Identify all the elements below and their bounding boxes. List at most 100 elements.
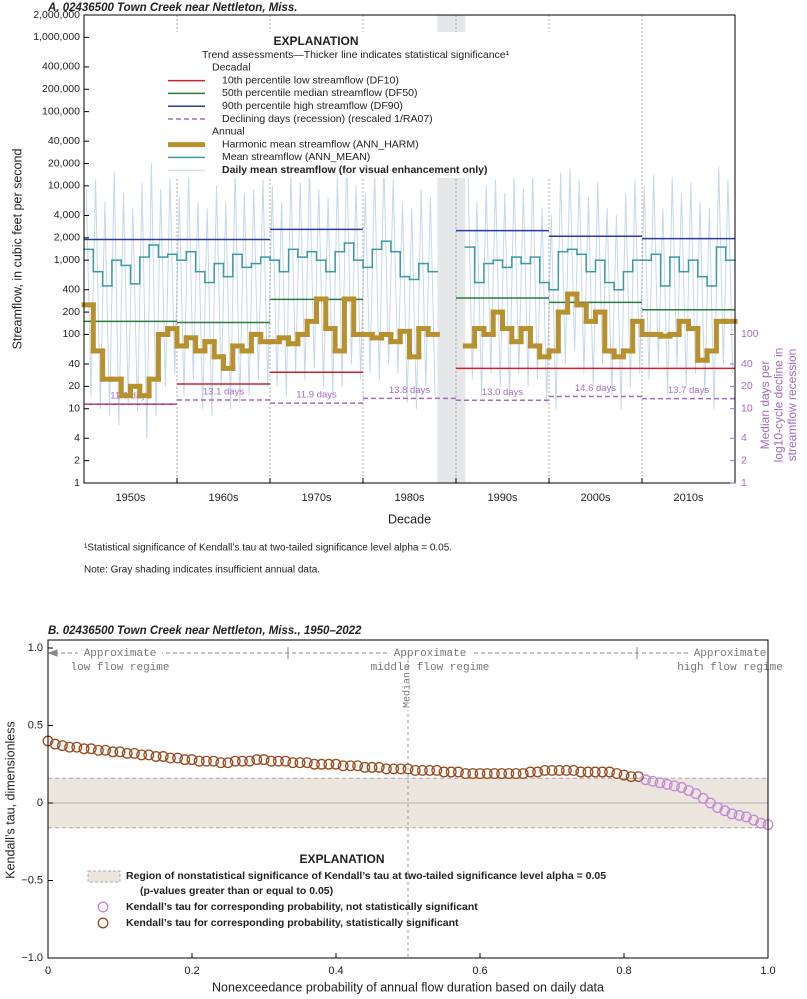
legend-label: 90th percentile high streamflow (DF90) [222, 100, 403, 112]
x-tick-label: 0.4 [328, 965, 343, 977]
y-axis-label: Kendall’s tau, dimensionless [3, 721, 17, 879]
tau-point [301, 757, 313, 769]
tau-point [337, 760, 349, 772]
tau-point [510, 768, 522, 780]
tau-point [330, 758, 342, 770]
tau-point [308, 758, 320, 770]
y-tick-label: 20,000 [48, 157, 80, 169]
tau-point [611, 768, 623, 780]
tau-point [208, 755, 220, 767]
legend-label: Kendall’s tau for corresponding probabil… [126, 917, 459, 929]
x-tick-label: 2010s [674, 492, 704, 504]
y-tick-label: 40 [68, 358, 80, 370]
y-tick-label: 20 [68, 380, 80, 392]
y2-tick-label: 40 [741, 358, 753, 370]
tau-point [740, 811, 752, 823]
y-tick-label: 100,000 [42, 105, 80, 117]
tau-point [712, 802, 724, 814]
y-tick-label: 400,000 [42, 61, 80, 73]
tau-point [532, 766, 544, 778]
y-tick-label: 1 [74, 477, 80, 489]
value-label: 13.7 days [668, 385, 709, 396]
tau-point [402, 763, 414, 775]
y-axis-label: Streamflow, in cubic feet per second [10, 149, 24, 350]
tau-point [280, 755, 292, 767]
legend-band-swatch [87, 870, 121, 883]
tau-point [517, 768, 529, 780]
tau-point [668, 780, 680, 792]
x-tick-label: 0.8 [616, 965, 631, 977]
footnote: Note: Gray shading indicates insufficien… [84, 565, 320, 576]
y-tick-label: 2,000,000 [33, 9, 80, 21]
tau-point [496, 768, 508, 780]
value-label: 13.1 days [203, 387, 244, 398]
tau-point [445, 766, 457, 778]
x-tick-label: 1980s [395, 492, 425, 504]
tau-point [56, 740, 68, 752]
tau-point [258, 754, 270, 766]
tau-point [78, 743, 90, 755]
tau-point [143, 749, 155, 761]
y-tick-label: 1,000,000 [33, 31, 80, 43]
regime-label: Approximate [84, 648, 157, 660]
tau-point [71, 741, 83, 753]
tau-point [596, 766, 608, 778]
tau-point [200, 755, 212, 767]
regime-label: Approximate [394, 648, 467, 660]
y2-tick-label: 2 [741, 454, 747, 466]
tau-point [654, 777, 666, 789]
tau-point [388, 763, 400, 775]
y2-axis-label: streamflow recession [785, 349, 799, 462]
y2-axis-label: log10-cycle decline in [772, 348, 786, 463]
tau-point [575, 766, 587, 778]
tau-point [136, 749, 148, 761]
tau-point [676, 782, 688, 793]
tau-point [193, 755, 205, 767]
value-label: 14.6 days [575, 383, 616, 394]
value-label: 11.9 days [296, 390, 337, 401]
tau-point [409, 765, 421, 776]
x-tick-label: 1.0 [760, 965, 775, 977]
tau-point [359, 761, 371, 773]
legend-label: Declining days (recession) (rescaled 1/R… [222, 113, 433, 125]
tau-point [467, 768, 479, 780]
legend-label: Mean streamflow (ANN_MEAN) [222, 151, 370, 163]
chart-title: B. 02436500 Town Creek near Nettleton, M… [48, 625, 362, 637]
y-tick-label: 1.0 [28, 642, 43, 654]
y2-tick-label: 1 [741, 477, 747, 489]
tau-point [452, 766, 464, 778]
arrow-head [47, 649, 58, 657]
y-tick-label: −1.0 [21, 952, 43, 964]
median-label-bg [401, 670, 415, 710]
legend-marker [97, 901, 109, 913]
tau-point [438, 766, 450, 778]
y-tick-label: 2 [74, 454, 80, 466]
tau-point [726, 808, 738, 820]
regime-label: high flow regime [677, 662, 783, 674]
tau-point [683, 785, 695, 797]
y-tick-label: 4,000 [54, 209, 80, 221]
tau-point [251, 754, 263, 766]
tau-point [107, 746, 119, 758]
y-tick-label: 0 [37, 797, 43, 809]
tau-point [748, 814, 760, 826]
tau-point [416, 765, 428, 776]
tau-point [503, 768, 515, 780]
tau-point [546, 765, 558, 776]
y-tick-label: 40,000 [48, 135, 80, 147]
legend-label: Daily mean streamflow (for visual enhanc… [222, 164, 488, 176]
tau-point [366, 761, 378, 773]
legend-label: 10th percentile low streamflow (DF10) [222, 74, 399, 86]
x-axis-label: Nonexceedance probability of annual flow… [212, 980, 604, 994]
x-tick-label: 1990s [488, 492, 518, 504]
y-tick-label: 10,000 [48, 180, 80, 192]
y2-tick-label: 4 [741, 432, 747, 444]
tau-point [236, 755, 248, 767]
tau-point [85, 743, 97, 755]
y-tick-label: 1,000 [54, 254, 80, 266]
y-tick-label: 2,000 [54, 232, 80, 244]
tau-point [229, 755, 241, 767]
y2-tick-label: 100 [741, 328, 759, 340]
tau-point [121, 747, 133, 759]
